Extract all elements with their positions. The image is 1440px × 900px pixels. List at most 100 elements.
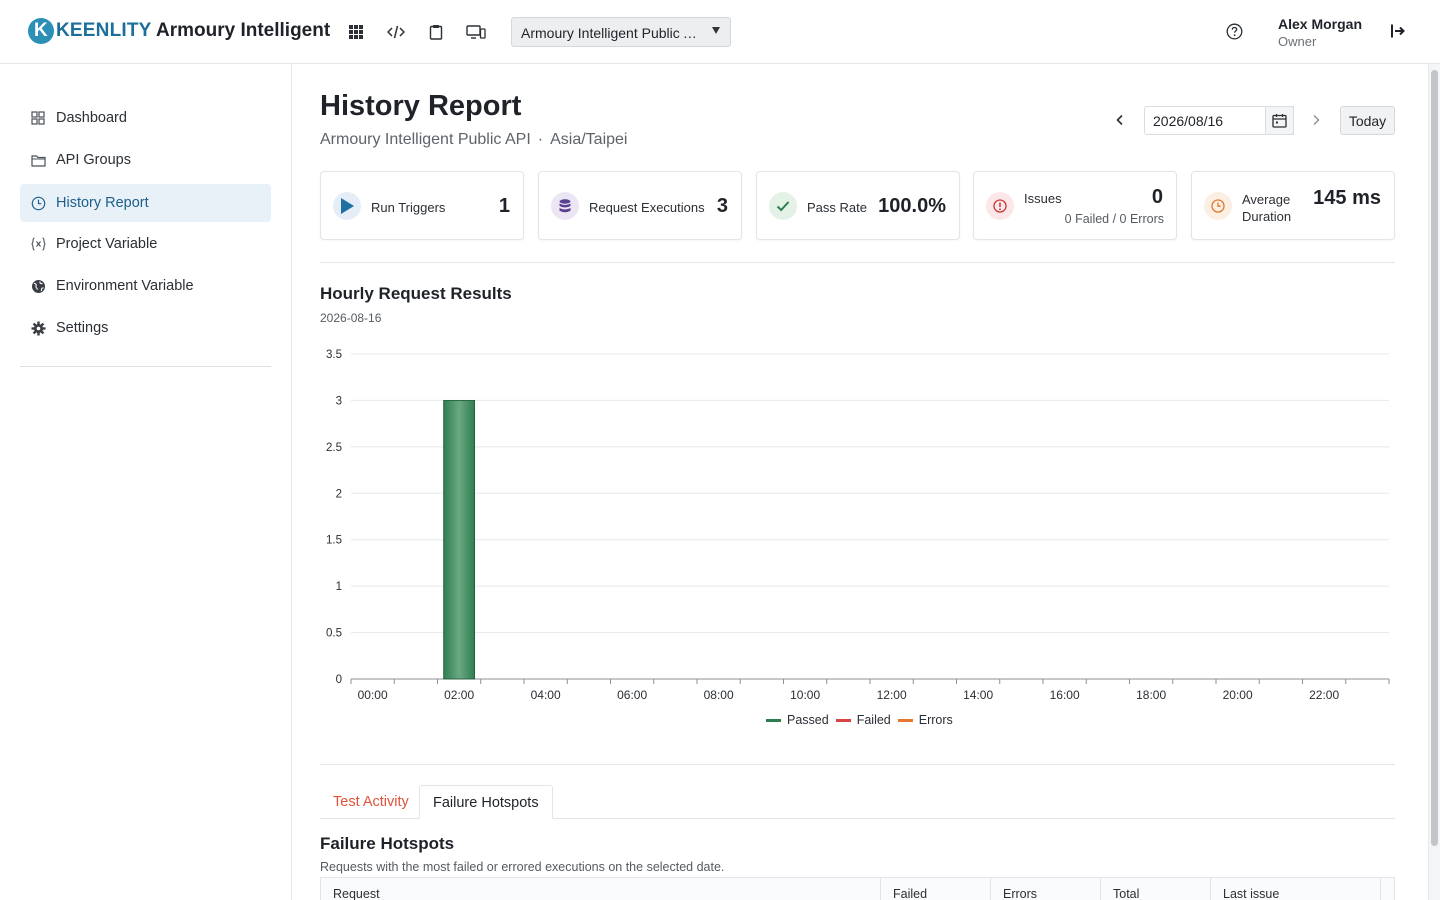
hotspots-title: Failure Hotspots xyxy=(320,834,455,853)
x-tick-label: 08:00 xyxy=(704,688,734,702)
tab-baseline xyxy=(320,818,1395,819)
sidebar-item-project-variable[interactable]: Project Variable xyxy=(20,225,271,263)
stat-label: Request Executions xyxy=(589,200,705,215)
folder-icon xyxy=(30,152,46,168)
legend-item-failed[interactable]: Failed xyxy=(835,713,891,727)
project-name: Armoury Intelligent Public API xyxy=(320,131,531,148)
stat-label: Pass Rate xyxy=(807,200,867,215)
stat-label: Issues xyxy=(1024,191,1062,206)
column-divider xyxy=(1210,878,1211,900)
top-bar: KEENLITY Armoury Intelligent Armoury Int… xyxy=(0,0,1440,64)
stat-card-pass-rate: Pass Rate 100.0% xyxy=(756,171,960,240)
sidebar-item-history-report[interactable]: History Report xyxy=(20,184,271,222)
hotspots-table-header: Request Failed Errors Total Last issue xyxy=(320,877,1395,900)
calendar-icon[interactable] xyxy=(1265,106,1294,135)
sidebar-item-label: Environment Variable xyxy=(56,278,194,294)
sidebar-divider xyxy=(20,366,271,367)
column-header-failed[interactable]: Failed xyxy=(893,887,928,900)
alert-icon xyxy=(986,192,1014,220)
stat-card-request-executions: Request Executions 3 xyxy=(538,171,742,240)
legend-label: Errors xyxy=(918,713,953,727)
sidebar-item-settings[interactable]: Settings xyxy=(20,309,271,347)
column-header-request[interactable]: Request xyxy=(333,887,380,900)
logout-icon[interactable] xyxy=(1390,23,1406,44)
stat-value: 3 xyxy=(716,195,728,217)
sidebar-item-environment-variable[interactable]: Environment Variable xyxy=(20,267,271,305)
column-header-last-issue[interactable]: Last issue xyxy=(1223,887,1280,900)
y-tick-label: 0 xyxy=(336,674,342,686)
legend-item-passed[interactable]: Passed xyxy=(766,713,829,727)
clipboard-icon[interactable] xyxy=(426,22,446,42)
chart-subtitle: 2026-08-16 xyxy=(320,311,382,325)
database-icon xyxy=(551,192,579,220)
section-divider xyxy=(320,262,1395,263)
grid-icon xyxy=(30,110,46,126)
stat-value: 0 xyxy=(1151,186,1163,208)
globe-icon xyxy=(30,278,46,294)
code-icon[interactable] xyxy=(386,22,406,42)
apps-grid-icon[interactable] xyxy=(346,22,366,42)
page-title: History Report xyxy=(320,90,522,122)
brand-logo-mark xyxy=(28,18,54,44)
sidebar-item-label: Project Variable xyxy=(56,236,158,252)
sidebar-item-dashboard[interactable]: Dashboard xyxy=(20,99,271,137)
today-button[interactable]: Today xyxy=(1340,106,1395,135)
column-divider xyxy=(1380,878,1381,900)
stat-value: 100.0% xyxy=(878,195,946,217)
clock-icon xyxy=(30,195,46,211)
stat-label-line2: Duration xyxy=(1242,209,1292,224)
stat-sub: 0 Failed / 0 Errors xyxy=(1064,212,1164,226)
separator: · xyxy=(537,131,544,148)
stat-card-run-triggers: Run Triggers 1 xyxy=(320,171,524,240)
x-tick-label: 20:00 xyxy=(1223,688,1253,702)
check-icon xyxy=(769,192,797,220)
help-icon[interactable] xyxy=(1226,23,1243,45)
previous-date-button[interactable] xyxy=(1110,110,1130,130)
stat-card-issues: Issues 0 0 Failed / 0 Errors xyxy=(973,171,1177,240)
y-tick-label: 0.5 xyxy=(326,628,342,640)
project-select[interactable]: Armoury Intelligent Public API xyxy=(511,17,731,47)
sidebar-item-label: History Report xyxy=(56,195,149,211)
user-name[interactable]: Alex Morgan xyxy=(1278,16,1363,32)
y-tick-label: 1 xyxy=(336,581,342,593)
sidebar-item-label: Settings xyxy=(56,320,109,336)
chart-legend: Passed Failed Errors xyxy=(766,713,960,727)
y-tick-label: 1.5 xyxy=(326,535,342,547)
sidebar: Dashboard API Groups History Report Proj… xyxy=(0,64,292,900)
page-subtitle: Armoury Intelligent Public API · Asia/Taip… xyxy=(320,131,627,149)
column-header-errors[interactable]: Errors xyxy=(1003,887,1038,900)
legend-label: Passed xyxy=(787,713,829,727)
column-divider xyxy=(990,878,991,900)
app-title: Armoury Intelligent xyxy=(156,20,331,41)
variable-icon xyxy=(30,236,46,252)
devices-icon[interactable] xyxy=(466,22,486,42)
brand-name: KEENLITY xyxy=(56,20,152,41)
tab-failure-hotspots[interactable]: Failure Hotspots xyxy=(419,785,553,819)
legend-swatch xyxy=(766,718,781,722)
timezone: Asia/Taipei xyxy=(550,131,628,148)
stat-value: 145 ms xyxy=(1313,187,1381,209)
legend-swatch xyxy=(897,718,913,722)
x-tick-label: 10:00 xyxy=(790,688,820,702)
y-tick-label: 2 xyxy=(336,488,342,500)
clock-icon xyxy=(1204,192,1232,220)
sidebar-item-api-groups[interactable]: API Groups xyxy=(20,141,271,179)
column-divider xyxy=(1100,878,1101,900)
column-header-total[interactable]: Total xyxy=(1113,887,1140,900)
legend-item-errors[interactable]: Errors xyxy=(897,713,953,727)
legend-swatch xyxy=(835,718,851,722)
next-date-button[interactable] xyxy=(1306,110,1326,130)
x-tick-label: 22:00 xyxy=(1309,688,1339,702)
hourly-results-chart: 0 0.5 1 1.5 2 2.5 3 3.5 00:00 02:00 04:00 06:00 08:0… xyxy=(326,349,1390,702)
scrollbar[interactable] xyxy=(1428,64,1440,900)
x-tick-label: 16:00 xyxy=(1050,688,1080,702)
legend-label: Failed xyxy=(856,713,891,727)
brand-logo[interactable]: KEENLITY xyxy=(28,18,152,44)
y-tick-label: 2.5 xyxy=(326,442,342,454)
x-tick-label: 00:00 xyxy=(358,688,388,702)
chevron-down-icon[interactable] xyxy=(712,27,720,34)
gear-icon xyxy=(30,320,46,336)
tab-test-activity[interactable]: Test Activity xyxy=(333,794,409,810)
scrollbar-thumb[interactable] xyxy=(1431,70,1438,846)
x-tick-label: 02:00 xyxy=(444,688,474,702)
